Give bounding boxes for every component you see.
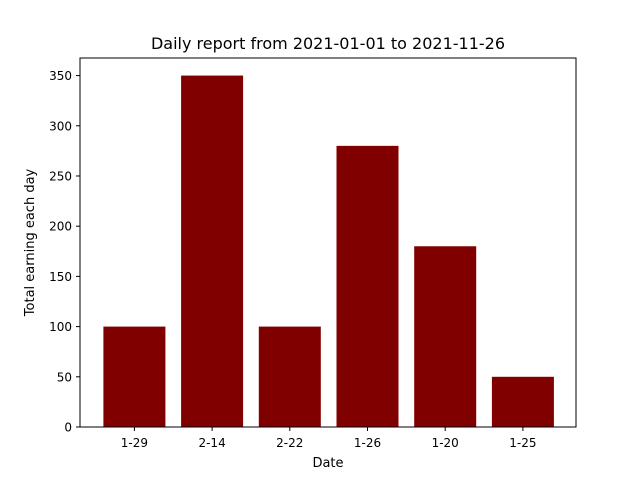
y-axis-label: Total earning each day [23, 168, 38, 317]
x-tick-label: 1-25 [509, 436, 536, 450]
plot-area: 1-29 2-14 2-22 1-26 1-20 1-25 0 50 100 150 200 250 3… [49, 57, 577, 450]
bar-1-20 [414, 246, 477, 427]
y-tick-label: 250 [49, 169, 72, 183]
x-tick-label: 1-29 [121, 436, 148, 450]
chart-title: Daily report from 2021-01-01 to 2021-11-… [151, 34, 505, 53]
bar-1-25 [491, 376, 554, 427]
x-tick-label: 1-26 [354, 436, 381, 450]
y-tick-label: 300 [49, 119, 72, 133]
x-tick-label: 1-20 [432, 436, 459, 450]
bar-2-22 [258, 326, 321, 427]
y-tick-label: 50 [57, 370, 72, 384]
y-tick-label: 150 [49, 270, 72, 284]
bar-2-14 [181, 75, 244, 427]
x-tick-label: 2-14 [198, 436, 225, 450]
plot-frame [79, 57, 577, 428]
x-axis-label: Date [312, 456, 343, 471]
bar-1-29 [103, 326, 166, 427]
y-tick-label: 100 [49, 320, 72, 334]
y-tick-label: 200 [49, 220, 72, 234]
y-tick-label: 0 [64, 421, 72, 435]
y-tick-label: 350 [49, 69, 72, 83]
bar-1-26 [336, 145, 399, 428]
x-tick-label: 2-22 [276, 436, 303, 450]
